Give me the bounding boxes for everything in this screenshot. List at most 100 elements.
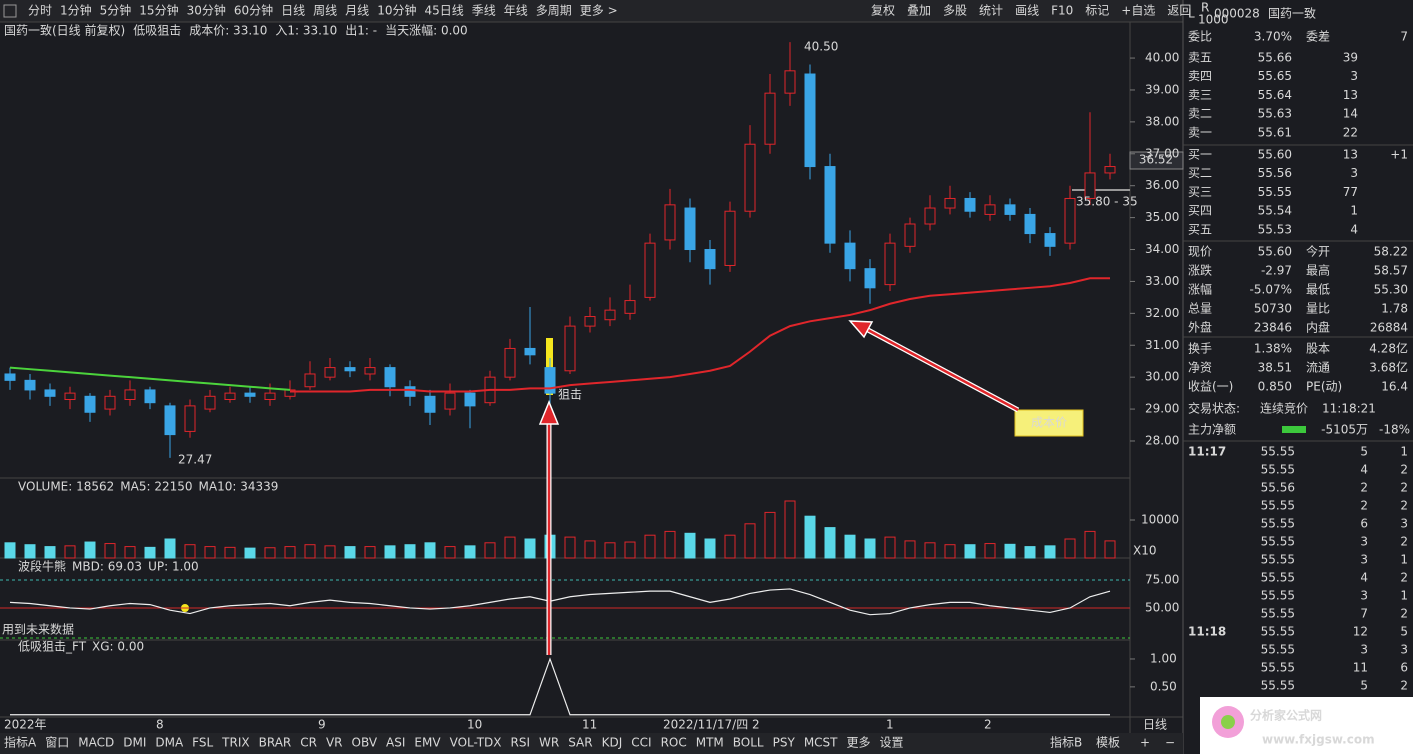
toolbar-tab[interactable]: 周线 [313,4,337,18]
toolbar-tab[interactable]: 日线 [281,4,305,18]
indicator-tab[interactable]: ASI [386,736,405,750]
indicator-tab[interactable]: DMI [123,736,146,750]
candle-body [384,367,396,388]
candle-body [184,405,196,432]
tick-count: 3 [1400,643,1408,657]
volume-bar [164,538,176,559]
book-volume: 1 [1350,204,1358,218]
menu-icon[interactable] [3,4,17,18]
candle-body [584,316,596,327]
indicator-tab[interactable]: VR [326,736,343,750]
stat-label: 最高 [1306,263,1330,278]
toolbar-tab[interactable]: 15分钟 [139,3,178,18]
toolbar-tab[interactable]: 年线 [504,4,528,18]
indicator-tab[interactable]: BOLL [733,736,764,750]
indicator-tab[interactable]: 指标A [4,735,37,750]
toolbar-button[interactable]: F10 [1051,4,1073,18]
indicator-tab[interactable]: ROC [661,736,687,750]
toolbar-tab[interactable]: 多周期 [536,4,572,18]
volume-label: VOLUME: 18562 [18,480,114,494]
toolbar-tab[interactable]: 月线 [345,4,369,18]
indicator-tab[interactable]: 更多 [847,736,871,750]
indicator-tab[interactable]: BRAR [259,736,292,750]
volume-bar [524,538,536,559]
tick-price: 55.55 [1261,517,1295,531]
stat-label: 今开 [1306,244,1330,259]
panel-tab[interactable]: 模板 [1096,736,1120,750]
tick-volume: 4 [1360,571,1368,585]
panel-tab[interactable]: + [1140,736,1150,750]
tick-volume: 3 [1360,553,1368,567]
indicator-tab[interactable]: CCI [631,736,651,750]
toolbar-button[interactable]: 复权 [871,4,895,18]
volume-bar [224,546,236,559]
toolbar-tab[interactable]: 5分钟 [100,3,132,18]
y-tick-label: 30.00 [1145,370,1179,384]
tick-volume: 12 [1353,625,1368,639]
toolbar-tab[interactable]: 季线 [472,4,496,18]
indicator-tab[interactable]: MACD [78,736,114,750]
toolbar-button[interactable]: 返回 [1167,4,1191,18]
tick-count: 2 [1400,535,1408,549]
volume-bar [4,542,16,559]
volume-label: MA5: 22150 [120,480,192,494]
stat-value: 55.30 [1374,283,1408,297]
arrow-shaft [867,328,1019,412]
toolbar-tab[interactable]: 10分钟 [377,3,416,18]
indicator-tab[interactable]: CR [300,736,317,750]
toolbar-tab[interactable]: 45日线 [424,4,463,18]
stat-label: 净资 [1188,361,1212,375]
book-label: 卖三 [1188,88,1212,102]
book-volume: 3 [1350,69,1358,83]
candle-body [964,197,976,212]
toolbar-button[interactable]: 多股 [943,4,967,18]
toolbar-tab[interactable]: 30分钟 [187,3,226,18]
candle-body [544,367,556,394]
indicator-tab[interactable]: 设置 [880,736,904,750]
indicator-tab[interactable]: OBV [352,736,378,750]
book-volume: 3 [1350,166,1358,180]
tick-price: 55.55 [1261,571,1295,585]
book-volume: 77 [1343,185,1358,199]
toolbar-button[interactable]: 标记 [1085,4,1109,18]
tick-price: 55.55 [1261,679,1295,693]
indicator-tab[interactable]: DMA [155,736,184,750]
toolbar-button[interactable]: +自选 [1121,4,1155,18]
indicator-tab[interactable]: RSI [511,736,531,750]
stat-value: 3.68亿 [1369,360,1408,375]
stat-value: 55.60 [1258,245,1292,259]
toolbar-tab[interactable]: 1分钟 [60,3,92,18]
indicator-value: UP: 1.00 [148,560,199,574]
volume-bar [424,542,436,559]
candle-body [844,242,856,270]
indicator-tab[interactable]: MTM [696,736,724,750]
signal-label: 狙击 [558,388,582,402]
toolbar-tab[interactable]: 分时 [28,4,52,18]
indicator-tab[interactable]: FSL [192,736,213,750]
stat-value: 38.51 [1258,361,1292,375]
last-price-box [1129,151,1184,170]
panel-tab[interactable]: − [1165,736,1175,750]
toolbar-tab[interactable]: 更多 > [580,4,618,18]
indicator-tab[interactable]: 窗口 [45,736,69,750]
x-label: 10 [467,718,482,732]
candle-body [1044,233,1056,247]
volume-bar [1084,530,1096,559]
indicator-tab[interactable]: EMV [414,736,441,750]
indicator-tab[interactable]: VOL-TDX [450,736,502,750]
indicator-tab[interactable]: KDJ [602,736,623,750]
panel-tab[interactable]: 指标B [1050,735,1082,750]
volume-bar [624,541,636,559]
toolbar-button[interactable]: 统计 [979,4,1003,18]
tick-time: 11:18 [1188,625,1226,639]
indicator-tab[interactable]: MCST [804,736,838,750]
toolbar-tab[interactable]: 60分钟 [234,3,273,18]
toolbar-button[interactable]: 叠加 [907,4,931,18]
indicator-tab[interactable]: PSY [773,736,796,750]
toolbar-button[interactable]: 画线 [1015,4,1039,18]
candle-body [84,395,96,413]
indicator-tab[interactable]: TRIX [221,736,249,750]
indicator-tab[interactable]: SAR [568,736,592,750]
indicator-tab[interactable]: WR [539,736,559,750]
